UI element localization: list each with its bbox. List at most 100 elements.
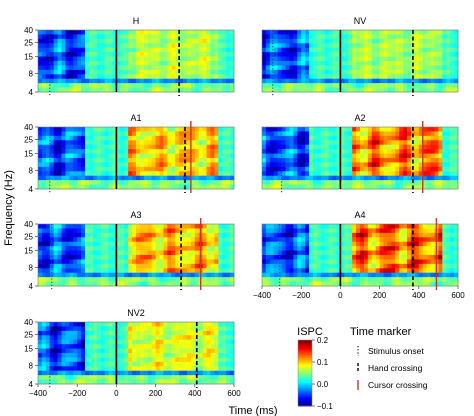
- heatmap-cell: [159, 228, 164, 234]
- heatmap-cell: [289, 61, 294, 66]
- heatmap-cell: [262, 135, 267, 141]
- heatmap-cell: [422, 87, 428, 93]
- heatmap-cell: [77, 268, 82, 274]
- heatmap-cell: [151, 224, 156, 229]
- heatmap-cell: [65, 149, 70, 154]
- heatmap-cell: [363, 61, 369, 66]
- heatmap-cell: [450, 228, 455, 234]
- heatmap-cell: [171, 366, 176, 372]
- heatmap-cell: [202, 268, 207, 274]
- heatmap-cell: [104, 135, 109, 141]
- heatmap-cell: [163, 74, 168, 80]
- heatmap-cell: [407, 69, 412, 75]
- heatmap-cell: [190, 131, 196, 137]
- heatmap-cell: [198, 339, 204, 345]
- heatmap-cell: [175, 330, 180, 336]
- heatmap-cell: [438, 47, 443, 53]
- heatmap-cell: [155, 353, 160, 358]
- heatmap-cell: [289, 153, 294, 159]
- heatmap-cell: [57, 237, 62, 243]
- heatmap-cell: [41, 277, 47, 282]
- heatmap-cell: [414, 43, 420, 49]
- heatmap-cell: [379, 144, 384, 150]
- heatmap-cell: [332, 135, 337, 141]
- heatmap-cell: [206, 30, 211, 35]
- heatmap-cell: [155, 87, 160, 93]
- heatmap-cell: [202, 127, 207, 132]
- heatmap-cell: [38, 131, 43, 137]
- heatmap-cell: [49, 370, 55, 376]
- heatmap-cell: [186, 344, 192, 349]
- heatmap-cell: [41, 61, 47, 66]
- heatmap-cell: [414, 56, 420, 62]
- heatmap-cell: [53, 255, 58, 260]
- heatmap-cell: [289, 272, 294, 278]
- heatmap-cell: [198, 135, 204, 141]
- heatmap-cell: [73, 259, 78, 265]
- heatmap-cell: [85, 259, 90, 265]
- heatmap-cell: [418, 69, 424, 75]
- heatmap-cell: [206, 322, 211, 327]
- heatmap-cell: [218, 322, 223, 327]
- heatmap-cell: [454, 184, 459, 190]
- heatmap-cell: [426, 69, 431, 75]
- heatmap-cell: [41, 47, 47, 53]
- heatmap-cell: [45, 61, 51, 66]
- heatmap-cell: [387, 56, 392, 62]
- heatmap-cell: [104, 65, 109, 71]
- heatmap-cell: [186, 34, 192, 40]
- heatmap-cell: [96, 366, 102, 372]
- heatmap-cell: [375, 255, 380, 260]
- heatmap-cell: [116, 232, 121, 238]
- heatmap-cell: [183, 250, 188, 256]
- heatmap-cell: [143, 237, 149, 243]
- heatmap-cell: [143, 52, 149, 57]
- heatmap-cell: [100, 87, 106, 93]
- heatmap-cell: [316, 140, 322, 146]
- heatmap-cell: [297, 175, 302, 181]
- heatmap-cell: [454, 255, 459, 260]
- heatmap-cell: [120, 162, 125, 168]
- heatmap-cell: [218, 335, 223, 341]
- heatmap-cell: [57, 180, 62, 185]
- heatmap-cell: [305, 166, 310, 172]
- heatmap-cell: [285, 268, 290, 274]
- heatmap-cell: [38, 87, 43, 93]
- heatmap-cell: [186, 330, 192, 336]
- heatmap-cell: [379, 255, 384, 260]
- heatmap-cell: [442, 149, 447, 154]
- heatmap-cell: [230, 348, 235, 354]
- heatmap-cell: [112, 144, 117, 150]
- heatmap-cell: [143, 232, 149, 238]
- heatmap-cell: [438, 61, 443, 66]
- heatmap-cell: [41, 339, 47, 345]
- heatmap-cell: [108, 158, 113, 163]
- heatmap-cell: [360, 74, 365, 80]
- heatmap-cell: [139, 61, 145, 66]
- heatmap-cell: [96, 357, 102, 363]
- heatmap-cell: [49, 224, 55, 229]
- heatmap-cell: [320, 268, 326, 274]
- heatmap-cell: [336, 144, 341, 150]
- heatmap-cell: [316, 30, 322, 35]
- heatmap-cell: [312, 272, 318, 278]
- heatmap-cell: [132, 144, 137, 150]
- heatmap-cell: [190, 144, 196, 150]
- heatmap-cell: [81, 339, 86, 345]
- heatmap-cell: [38, 277, 43, 282]
- heatmap-cell: [85, 47, 90, 53]
- heatmap-cell: [269, 52, 275, 57]
- heatmap-cell: [175, 255, 180, 260]
- heatmap-cell: [340, 140, 345, 146]
- heatmap-cell: [120, 131, 125, 137]
- heatmap-cell: [442, 180, 447, 185]
- heatmap-cell: [143, 180, 149, 185]
- heatmap-cell: [183, 330, 188, 336]
- heatmap-cell: [391, 259, 396, 265]
- heatmap-cell: [336, 149, 341, 154]
- heatmap-cell: [57, 56, 62, 62]
- heatmap-cell: [324, 250, 330, 256]
- heatmap-cell: [69, 43, 74, 49]
- heatmap-cell: [77, 38, 82, 44]
- heatmap-cell: [120, 140, 125, 146]
